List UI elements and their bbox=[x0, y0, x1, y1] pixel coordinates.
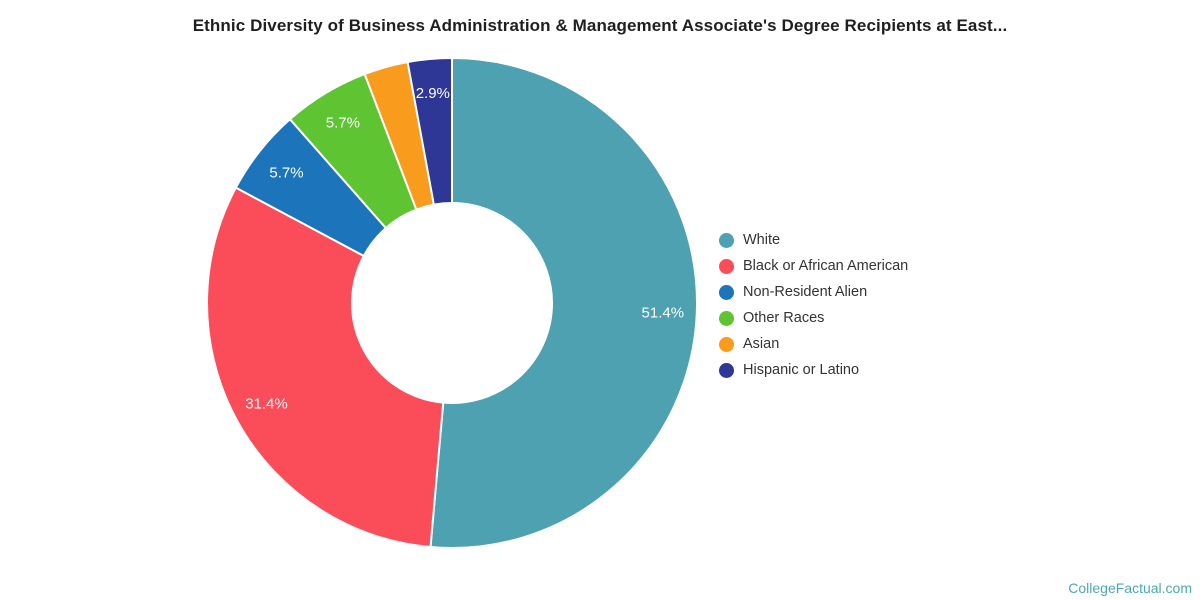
collegefactual-link[interactable]: CollegeFactual.com bbox=[1068, 580, 1192, 596]
legend-item-non-resident-alien[interactable]: Non-Resident Alien bbox=[719, 279, 908, 305]
legend-item-black-or-african-american[interactable]: Black or African American bbox=[719, 253, 908, 279]
slice-white[interactable] bbox=[429, 57, 698, 549]
legend-label: Non-Resident Alien bbox=[743, 284, 868, 300]
legend-item-other-races[interactable]: Other Races bbox=[719, 305, 908, 331]
legend-circle-icon bbox=[719, 284, 734, 300]
slice-hispanic-or-latino[interactable] bbox=[406, 57, 453, 206]
legend-circle-icon bbox=[719, 362, 734, 378]
legend-circle-icon bbox=[719, 232, 734, 248]
legend-label: White bbox=[743, 232, 781, 248]
slice-label-other-races: 5.7% bbox=[326, 115, 360, 132]
slice-black-or-african-american[interactable] bbox=[206, 186, 445, 549]
legend-circle-icon bbox=[719, 336, 734, 352]
slice-label-non-resident-alien: 5.7% bbox=[269, 164, 303, 181]
legend-circle-icon bbox=[719, 310, 734, 326]
legend: White Black or African American Non-Reside… bbox=[719, 227, 908, 383]
legend-item-hispanic-or-latino[interactable]: Hispanic or Latino bbox=[719, 357, 908, 383]
slice-label-hispanic-or-latino: 2.9% bbox=[416, 85, 450, 102]
slice-label-white: 51.4% bbox=[642, 305, 685, 322]
legend-item-white[interactable]: White bbox=[719, 227, 908, 253]
legend-label: Black or African American bbox=[743, 258, 909, 274]
slice-label-black-or-african-american: 31.4% bbox=[245, 396, 288, 413]
legend-circle-icon bbox=[719, 258, 734, 274]
legend-label: Hispanic or Latino bbox=[743, 362, 860, 378]
chart-title: Ethnic Diversity of Business Administrat… bbox=[192, 16, 1008, 35]
legend-label: Asian bbox=[743, 336, 780, 352]
legend-label: Other Races bbox=[743, 310, 825, 326]
legend-item-asian[interactable]: Asian bbox=[719, 331, 908, 357]
